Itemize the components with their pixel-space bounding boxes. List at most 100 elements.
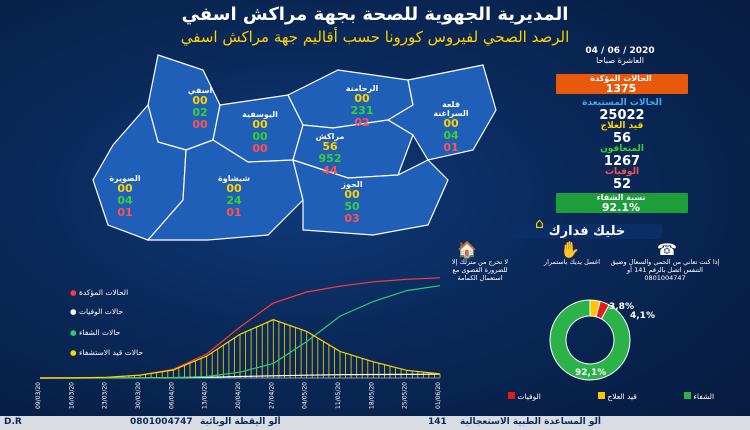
- region-shape-haouz: [292, 159, 449, 236]
- donut-legend-deaths: الوفيات: [508, 392, 541, 401]
- footer-hotline-label: ألو اليقظة الوبائية: [200, 417, 281, 427]
- footer-bar: D.R 0801004747 ألو اليقظة الوبائية 141 أ…: [0, 416, 750, 430]
- x-tick-label: 11/05/20: [335, 382, 342, 409]
- confirmed-value: 1375: [605, 82, 637, 95]
- x-tick-label: 01/06/20: [435, 382, 442, 409]
- region-value-b: 02: [192, 106, 208, 119]
- region-kelaa: قلعة السراغنة 00 04 01: [426, 100, 476, 154]
- donut-slice-recovered: [549, 299, 631, 381]
- region-value-b: 952: [318, 152, 342, 165]
- footer-emergency-label: ألو المساعدة الطبية الاستعجالية: [460, 417, 602, 427]
- region-value-c: 00: [252, 142, 268, 155]
- region-value-a: 00: [354, 92, 370, 105]
- region-name: الصويرة: [109, 174, 141, 183]
- region-value-b: 04: [117, 194, 133, 207]
- donut-legend-recovered: الشفاء: [684, 392, 714, 401]
- donut-label-deaths: 3,8%: [609, 302, 634, 312]
- donut-legend-label-deaths: الوفيات: [517, 392, 541, 401]
- region-value-b: 00: [252, 130, 268, 143]
- distribution-donut-chart: [549, 299, 631, 381]
- donut-legend-treatment: قيد العلاج: [598, 392, 637, 401]
- region-value-b: 04: [443, 129, 459, 142]
- epidemic-line-chart: 09/03/20 16/03/20 23/03/20 30/03/20 06/04/20…: [35, 277, 442, 409]
- region-rhamna: الرحامنة 00 231 02: [337, 84, 387, 129]
- in-treatment-value: 56: [612, 131, 632, 146]
- page-subtitle: الرصد الصحي لفيروس كورونا حسب أقاليم جهة…: [180, 28, 570, 46]
- confirmed-box: الحالات المؤكدة 1375: [556, 74, 688, 94]
- region-name: الحوز: [341, 180, 363, 189]
- region-name: قلعة السراغنة: [433, 100, 469, 118]
- donut-slice-deaths: [595, 300, 610, 320]
- stay-home-icon: 🏠: [457, 240, 477, 259]
- page-title: المديرية الجهوية للصحة بجهة مراكش اسفي: [181, 4, 569, 25]
- legend-swatch-confirmed: ●: [70, 288, 77, 297]
- date-text: 04 / 06 / 2020: [585, 46, 655, 56]
- date-block: 04 / 06 / 2020 العاشرة صباحا: [575, 46, 665, 65]
- deaths-label: الوفيات: [604, 167, 640, 177]
- time-text: العاشرة صباحا: [596, 56, 644, 65]
- x-tick-label: 04/05/20: [302, 382, 309, 409]
- x-tick-label: 13/04/20: [202, 382, 209, 409]
- recovered-label: المتعافون: [600, 144, 644, 154]
- x-tick-label: 06/04/20: [168, 382, 175, 409]
- donut-legend-swatch-deaths: [508, 392, 515, 399]
- donut-legend-swatch-treatment: [598, 392, 605, 399]
- recovery-rate-box: نسبة الشفاء 92.1%: [556, 193, 688, 213]
- x-tick-label: 25/05/20: [402, 382, 409, 409]
- x-tick-label: 30/03/20: [135, 382, 142, 409]
- legend-confirmed: ● الحالات المؤكدة: [70, 288, 128, 297]
- region-value-b: 231: [350, 104, 374, 117]
- legend-label-in-treatment: حالات قيد الاستشفاء: [78, 348, 143, 357]
- region-value-a: 00: [192, 94, 208, 107]
- region-value-c: 01: [117, 206, 133, 219]
- region-value-b: 24: [226, 194, 242, 207]
- region-chichaoua: شيشاوة 00 24 01: [209, 174, 259, 219]
- region-value-c: 01: [226, 206, 242, 219]
- handwash-icon: ✋: [560, 240, 580, 259]
- deaths-value: 52: [612, 177, 632, 192]
- house-icon: ⌂: [535, 216, 544, 232]
- tips-title: خليك فدارك: [512, 224, 662, 239]
- footer-credit: D.R: [4, 417, 22, 427]
- region-name: اسفي: [187, 86, 213, 95]
- tip-stay-home: لا تخرج من منزلك إلا للضرورة القصوى مع ا…: [451, 258, 509, 282]
- region-name: الرحامنة: [345, 84, 379, 93]
- region-value-a: 00: [226, 182, 242, 195]
- cough-icon: ☎: [657, 240, 677, 259]
- legend-label-confirmed: الحالات المؤكدة: [78, 288, 129, 297]
- legend-in-treatment: ● حالات قيد الاستشفاء: [70, 348, 143, 357]
- donut-label-recovered: 92,1%: [575, 368, 607, 378]
- donut-legend-label-treatment: قيد العلاج: [607, 392, 637, 401]
- region-value-c: 03: [344, 212, 360, 225]
- recovered-line: [40, 285, 441, 379]
- x-tick-label: 20/04/20: [235, 382, 242, 409]
- excluded-label: الحالات المستبعدة: [582, 98, 662, 108]
- region-value-a: 56: [322, 140, 338, 153]
- tip-call: إذا كنت تعاني من الحمى والسعال وضيق التن…: [610, 258, 720, 282]
- x-tick-label: 09/03/20: [35, 382, 42, 409]
- recovery-rate-label: نسبة الشفاء: [596, 193, 646, 202]
- confirmed-label: الحالات المؤكدة: [590, 74, 652, 83]
- region-name: مراكش: [315, 132, 345, 141]
- legend-deaths: ● حالات الوفيات: [70, 307, 123, 316]
- legend-swatch-in-treatment: ●: [70, 348, 77, 357]
- region-shape-chichaoua: [146, 139, 304, 241]
- donut-legend-label-recovered: الشفاء: [693, 392, 715, 401]
- region-value-a: 00: [117, 182, 133, 195]
- region-name: شيشاوة: [218, 174, 250, 183]
- region-value-c: 01: [443, 141, 459, 154]
- legend-swatch-deaths: ●: [70, 307, 77, 316]
- legend-label-recovered: حالات الشفاء: [78, 328, 121, 337]
- in-treatment-line: [39, 319, 441, 379]
- region-value-c: 00: [192, 118, 208, 131]
- region-essaouira: الصويرة 00 04 01: [100, 174, 150, 219]
- recovery-rate-value: 92.1%: [601, 201, 641, 214]
- region-haouz: الحوز 00 50 03: [330, 180, 374, 225]
- region-value-a: 00: [252, 118, 268, 131]
- region-value-a: 00: [443, 117, 459, 130]
- excluded-value: 25022: [599, 108, 645, 123]
- x-tick-label: 16/03/20: [68, 382, 75, 409]
- x-tick-label: 23/03/20: [102, 382, 109, 409]
- footer-emergency-number: 141: [428, 417, 447, 427]
- recovered-value: 1267: [603, 154, 641, 169]
